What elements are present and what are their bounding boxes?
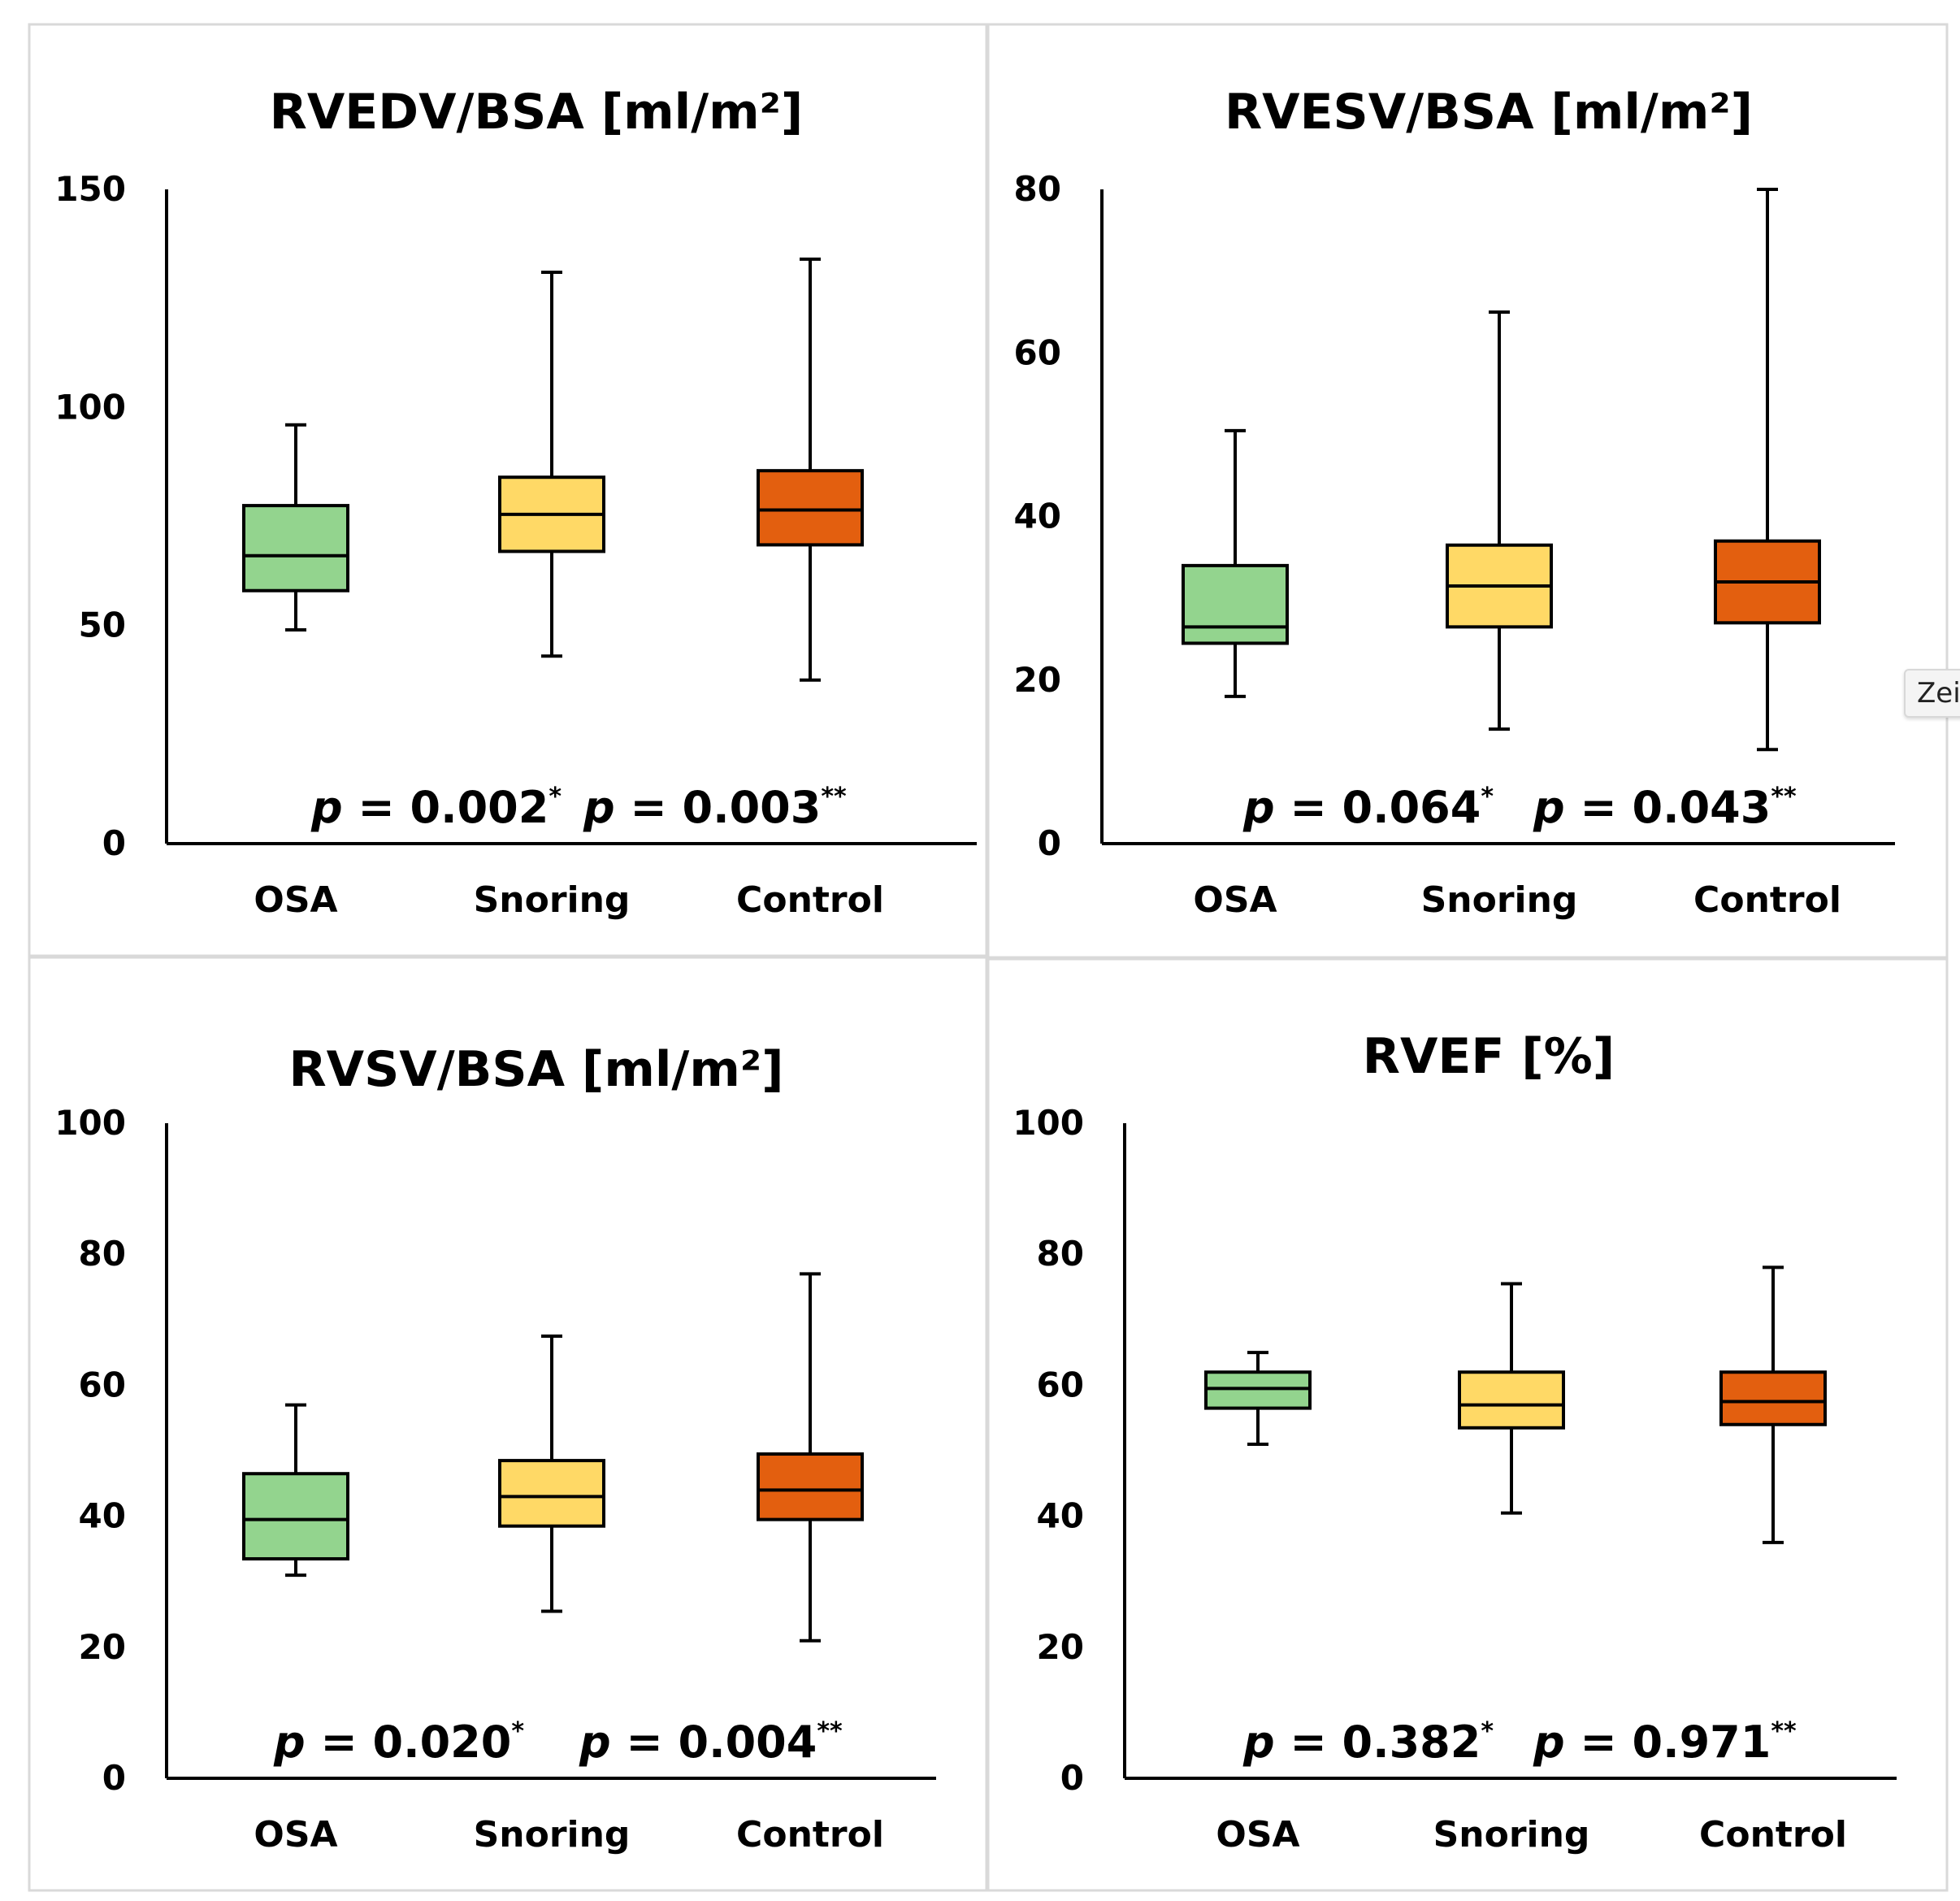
x-tick-label: Control [1699, 1814, 1847, 1855]
chart-panel-2: RVESV/BSA [ml/m²] 0 20 40 60 80 OSA Snoring Cont… [987, 23, 1949, 959]
box-snoring [498, 270, 605, 658]
y-tick-label: 150 [54, 169, 126, 209]
panel-frame [28, 956, 988, 1892]
iqr-box [242, 504, 349, 592]
box-osa [1182, 428, 1289, 698]
y-tick-label: 80 [1037, 1234, 1084, 1274]
tooltip: Zei [1904, 669, 1960, 718]
chart-title: RVESV/BSA [ml/m²] [1225, 84, 1753, 141]
x-tick-label: Control [736, 1814, 884, 1855]
p-value-annotation: p = 0.043** [1533, 782, 1797, 833]
y-tick-label: 40 [79, 1496, 126, 1536]
panel-frame [28, 23, 988, 957]
box-snoring [498, 1334, 605, 1613]
iqr-box [1204, 1370, 1312, 1410]
box-control [757, 257, 864, 682]
y-tick-label: 100 [54, 1103, 126, 1143]
p-value-annotation: p = 0.971** [1533, 1717, 1797, 1768]
y-tick-label: 0 [102, 1758, 126, 1798]
p-value-annotation: p = 0.003** [583, 782, 847, 833]
y-tick-label: 80 [1014, 169, 1061, 209]
y-tick-label: 20 [1037, 1627, 1084, 1667]
x-tick-label: Control [736, 879, 884, 921]
x-tick-label: OSA [254, 879, 337, 921]
box-snoring [1446, 310, 1553, 731]
y-tick-label: 60 [1037, 1365, 1084, 1404]
y-tick-label: 40 [1037, 1496, 1084, 1536]
x-tick-label: Snoring [474, 1814, 631, 1855]
box-control [1714, 188, 1821, 752]
iqr-box [498, 1459, 605, 1528]
y-tick-label: 0 [1060, 1758, 1084, 1798]
chart-title: RVEF [%] [1363, 1028, 1615, 1085]
x-tick-label: Snoring [474, 879, 631, 921]
box-osa [242, 1403, 349, 1578]
iqr-box [1458, 1370, 1565, 1430]
chart-panel-4: RVEF [%] 0 20 40 60 80 100 OSA Snoring Control p =… [987, 957, 1949, 1892]
iqr-box [1719, 1370, 1827, 1426]
iqr-box [242, 1472, 349, 1560]
x-tick-label: OSA [254, 1814, 337, 1855]
p-value-annotation: p = 0.020* [273, 1717, 524, 1768]
y-tick-label: 60 [1014, 332, 1061, 372]
y-tick-label: 20 [1014, 660, 1061, 700]
y-tick-label: 50 [79, 605, 126, 645]
y-tick-label: 0 [1038, 823, 1061, 863]
x-tick-label: OSA [1216, 1814, 1299, 1855]
panel-frame [987, 957, 1949, 1892]
p-value-annotation: p = 0.002* [310, 782, 562, 833]
box-osa [242, 423, 349, 632]
p-value-annotation: p = 0.064* [1242, 782, 1494, 833]
iqr-box [1182, 563, 1289, 645]
box-osa [1204, 1351, 1312, 1446]
y-tick-label: 100 [1013, 1103, 1084, 1143]
x-tick-label: Snoring [1433, 1814, 1590, 1855]
iqr-box [757, 469, 864, 547]
p-value-annotation: p = 0.382* [1242, 1717, 1494, 1768]
p-value-annotation: p = 0.004** [579, 1717, 843, 1768]
iqr-box [757, 1452, 864, 1521]
y-tick-label: 100 [54, 387, 126, 427]
y-tick-label: 20 [79, 1627, 126, 1667]
box-control [1719, 1265, 1827, 1544]
box-control [757, 1272, 864, 1643]
x-tick-label: Snoring [1421, 879, 1578, 921]
y-tick-label: 0 [102, 823, 126, 863]
chart-panel-3: RVSV/BSA [ml/m²] 0 20 40 60 80 100 OSA Snoring Co… [28, 956, 988, 1892]
y-tick-label: 40 [1014, 497, 1061, 536]
box-snoring [1458, 1282, 1565, 1515]
chart-title: RVSV/BSA [ml/m²] [288, 1041, 783, 1098]
y-tick-label: 80 [79, 1234, 126, 1274]
y-tick-label: 60 [79, 1365, 126, 1404]
chart-panel-1: RVEDV/BSA [ml/m²] 0 50 100 150 OSA Snoring Cont… [28, 23, 988, 957]
panel-frame [987, 23, 1949, 959]
chart-title: RVEDV/BSA [ml/m²] [270, 84, 804, 141]
x-tick-label: Control [1693, 879, 1841, 921]
x-tick-label: OSA [1193, 879, 1277, 921]
